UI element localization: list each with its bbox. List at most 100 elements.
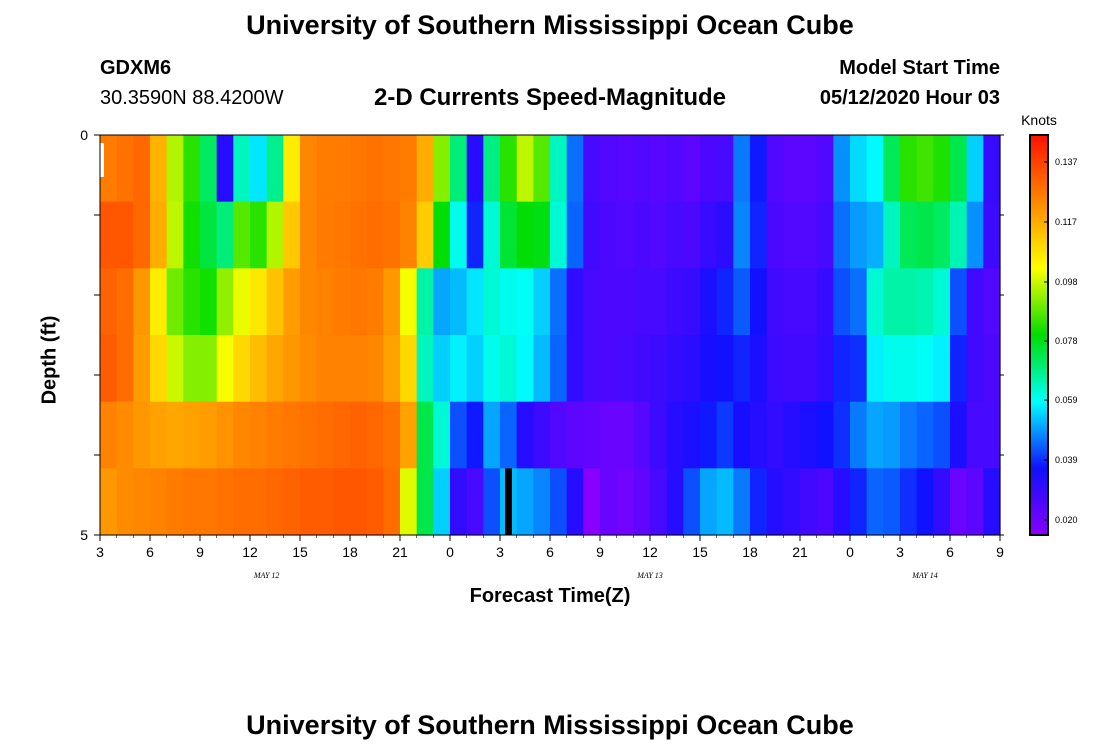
heatmap-cell <box>766 335 784 403</box>
heatmap-cell <box>916 201 934 269</box>
heatmap-cell <box>133 268 151 336</box>
heatmap-cell <box>933 401 951 469</box>
heatmap-cell <box>683 401 701 469</box>
heatmap-cell <box>700 201 718 269</box>
heatmap-cell <box>583 401 601 469</box>
heatmap-cell <box>933 335 951 403</box>
heatmap-cell <box>683 468 701 536</box>
heatmap-cell <box>700 135 718 203</box>
heatmap-cell <box>333 268 351 336</box>
heatmap-cell <box>383 135 401 203</box>
heatmap-cell <box>350 335 368 403</box>
heatmap-cell <box>200 468 218 536</box>
chart-title: 2-D Currents Speed-Magnitude <box>373 84 727 111</box>
heatmap-cell <box>616 135 634 203</box>
heatmap-cell <box>600 468 618 536</box>
heatmap-cell <box>316 201 334 269</box>
heatmap-cell <box>416 201 434 269</box>
heatmap-cell <box>483 268 501 336</box>
heatmap-cell <box>316 401 334 469</box>
heatmap-cell <box>783 401 801 469</box>
heatmap-cell <box>616 401 634 469</box>
heatmap-cell <box>100 268 118 336</box>
heatmap-cell <box>750 468 768 536</box>
heatmap-cell <box>116 401 134 469</box>
heatmap-cell <box>633 135 651 203</box>
heatmap-cell <box>233 201 251 269</box>
heatmap-cell <box>966 468 984 536</box>
heatmap-cell <box>116 268 134 336</box>
heatmap-cell <box>850 335 868 403</box>
heatmap-cell <box>950 201 968 269</box>
station-id: GDXM6 <box>100 57 172 79</box>
heatmap-cell <box>466 468 484 536</box>
heatmap-cell <box>466 268 484 336</box>
heatmap-cell <box>433 401 451 469</box>
heatmap-cell <box>116 201 134 269</box>
heatmap-cell <box>850 268 868 336</box>
heatmap-cell <box>633 268 651 336</box>
heatmap-cell <box>883 335 901 403</box>
x-tick-label: 6 <box>546 544 554 560</box>
heatmap-cell <box>883 268 901 336</box>
heatmap-cell <box>950 268 968 336</box>
heatmap-cell <box>166 201 184 269</box>
heatmap-cell <box>516 401 534 469</box>
heatmap-cell <box>333 335 351 403</box>
x-tick-label: 3 <box>96 544 104 560</box>
heatmap-cell <box>400 335 418 403</box>
heatmap-cell <box>700 401 718 469</box>
x-tick-label: 3 <box>496 544 504 560</box>
heatmap-cell <box>350 135 368 203</box>
heatmap-cell <box>800 335 818 403</box>
heatmap-cell <box>833 401 851 469</box>
heatmap-cell <box>216 135 234 203</box>
heatmap-cell <box>150 468 168 536</box>
heatmap-cell <box>716 268 734 336</box>
heatmap-cell <box>583 268 601 336</box>
heatmap-cell <box>366 335 384 403</box>
heatmap-cell <box>350 468 368 536</box>
heatmap-cell <box>683 135 701 203</box>
colorbar-tick-label: 0.117 <box>1055 217 1077 227</box>
heatmap-cell <box>950 468 968 536</box>
heatmap-cell <box>783 468 801 536</box>
heatmap-cell <box>650 335 668 403</box>
heatmap-cell <box>583 335 601 403</box>
heatmap-cell <box>400 135 418 203</box>
heatmap-cell <box>650 468 668 536</box>
heatmap-cell <box>700 268 718 336</box>
heatmap-cell <box>716 201 734 269</box>
heatmap-cell <box>766 468 784 536</box>
heatmap-cell <box>266 201 284 269</box>
heatmap-cell <box>266 335 284 403</box>
heatmap-cell <box>750 268 768 336</box>
heatmap-cell <box>816 268 834 336</box>
x-date-label: MAY 13 <box>636 571 663 580</box>
heatmap-cell <box>483 135 501 203</box>
heatmap-cell <box>283 401 301 469</box>
heatmap-cell <box>550 201 568 269</box>
heatmap-cell <box>483 468 501 536</box>
heatmap-cell <box>383 268 401 336</box>
heatmap-cell <box>816 201 834 269</box>
heatmap-cell <box>583 201 601 269</box>
heatmap-cell <box>916 135 934 203</box>
heatmap-cell <box>216 268 234 336</box>
heatmap-cell <box>533 401 551 469</box>
heatmap-cell <box>250 135 268 203</box>
heatmap-cell <box>866 201 884 269</box>
heatmap-cell <box>466 335 484 403</box>
heatmap-cell <box>366 135 384 203</box>
heatmap-cell <box>166 468 184 536</box>
heatmap-cell <box>783 335 801 403</box>
heatmap-cell <box>483 201 501 269</box>
heatmap-cell <box>250 268 268 336</box>
heatmap-cell <box>866 335 884 403</box>
heatmap-cell <box>783 135 801 203</box>
heatmap-cell <box>550 135 568 203</box>
heatmap-cell <box>616 201 634 269</box>
heatmap-cell <box>550 268 568 336</box>
x-tick-label: 18 <box>342 544 358 560</box>
heatmap-cell <box>666 135 684 203</box>
